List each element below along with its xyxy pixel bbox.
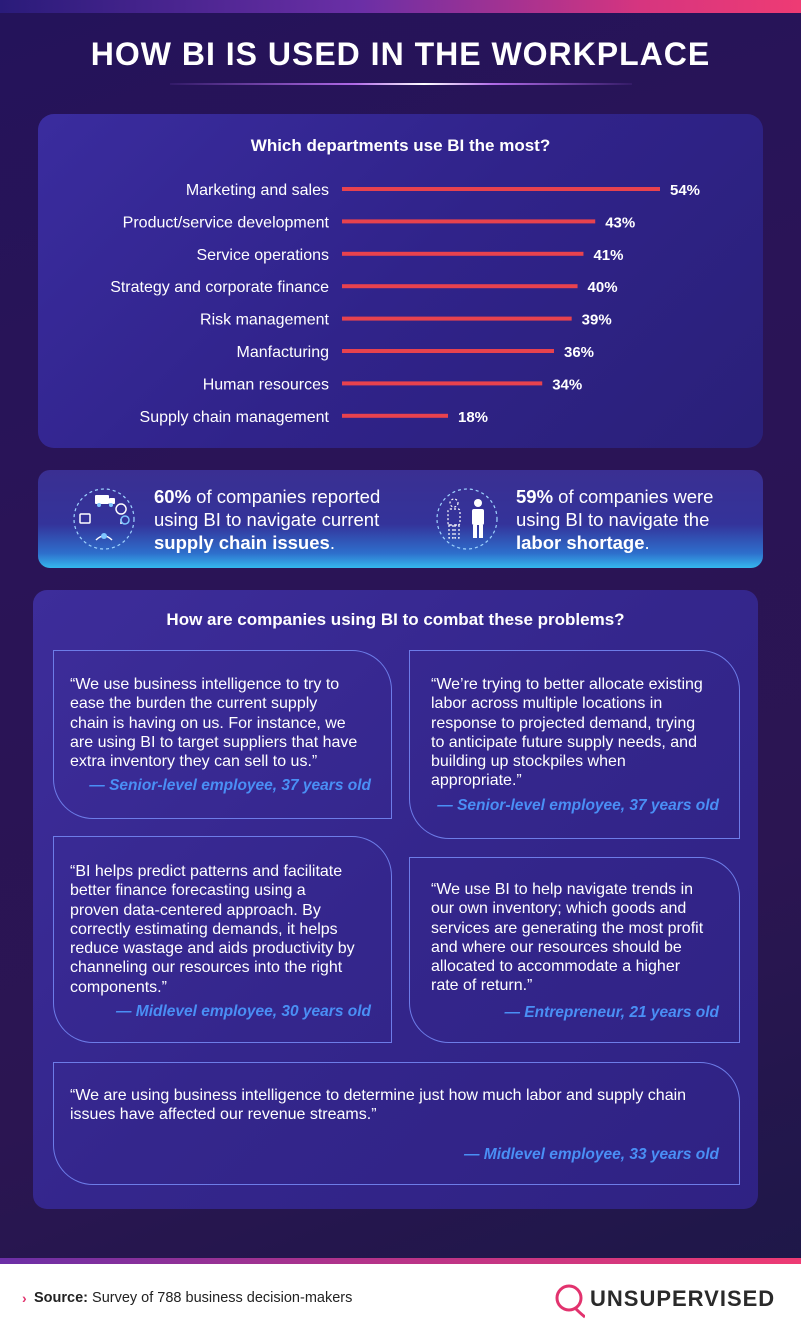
- category-label: Supply chain management: [140, 409, 330, 426]
- category-label: Human resources: [203, 376, 329, 393]
- chevron-right-icon: ›: [22, 1290, 27, 1306]
- bar: [342, 284, 578, 289]
- quote-text: “We’re trying to better allocate existin…: [431, 676, 703, 790]
- value-label: 41%: [593, 247, 623, 264]
- brand-logo-text: UNSUPERVISED: [590, 1286, 776, 1311]
- quote-card: “We’re trying to better allocate existin…: [409, 650, 740, 839]
- quote-card: “We use BI to help navigate trends in ou…: [409, 857, 740, 1043]
- value-label: 18%: [458, 409, 488, 426]
- bar: [342, 219, 596, 224]
- unsupervised-logo-icon: [555, 1284, 585, 1319]
- bar: [342, 413, 448, 418]
- value-label: 43%: [605, 214, 635, 231]
- quotes-card: How are companies using BI to combat the…: [33, 590, 758, 1209]
- bar: [342, 381, 543, 386]
- quote-attribution: — Entrepreneur, 21 years old: [504, 1004, 719, 1021]
- quote-attribution: — Senior-level employee, 37 years old: [437, 797, 719, 814]
- footer: › Source: Survey of 788 business decisio…: [0, 1264, 801, 1335]
- stat-supply-chain: 60% of companies reported using BI to na…: [154, 486, 381, 553]
- category-label: Service operations: [196, 247, 329, 264]
- value-label: 34%: [552, 376, 582, 393]
- quote-text: “BI helps predict patterns and facilitat…: [70, 863, 355, 996]
- labor-workers-icon: [436, 488, 498, 550]
- category-label: Manfacturing: [237, 344, 330, 361]
- chart-title: Which departments use BI the most?: [250, 136, 551, 155]
- category-label: Product/service development: [123, 214, 330, 231]
- title-underline: [170, 83, 632, 85]
- stat-labor-shortage: 59% of companies were using BI to naviga…: [516, 486, 714, 553]
- departments-bar-chart: Marketing and sales 54% Product/service de…: [110, 182, 700, 426]
- quote-text: “We are using business intelligence to d…: [70, 1087, 687, 1124]
- bar: [342, 316, 572, 321]
- quote-attribution: — Midlevel employee, 30 years old: [115, 1003, 371, 1020]
- quote-text: “We use BI to help navigate trends in ou…: [431, 881, 704, 995]
- category-label: Marketing and sales: [186, 182, 329, 199]
- value-label: 36%: [564, 344, 594, 361]
- page-title: HOW BI IS USED IN THE WORKPLACE: [90, 36, 711, 72]
- departments-chart-card: Which departments use BI the most? Marke…: [38, 114, 763, 448]
- category-label: Strategy and corporate finance: [110, 279, 329, 296]
- quote-card: “We use business intelligence to try to …: [53, 650, 392, 819]
- supply-chain-icon: [73, 488, 135, 550]
- top-gradient-strip: [0, 0, 801, 13]
- quote-attribution: — Senior-level employee, 37 years old: [89, 777, 371, 794]
- bar: [342, 251, 584, 256]
- quotes-title: How are companies using BI to combat the…: [166, 610, 625, 629]
- value-label: 39%: [582, 312, 612, 329]
- category-label: Risk management: [200, 312, 330, 329]
- quote-attribution: — Midlevel employee, 33 years old: [463, 1146, 719, 1163]
- quote-text: “We use business intelligence to try to …: [70, 676, 358, 771]
- quote-card: “BI helps predict patterns and facilitat…: [53, 836, 392, 1043]
- bottom-gradient-strip: [0, 1258, 801, 1264]
- value-label: 40%: [588, 279, 618, 296]
- quote-card: “We are using business intelligence to d…: [53, 1062, 740, 1185]
- stats-band: 60% of companies reported using BI to na…: [38, 470, 763, 568]
- bar: [342, 187, 660, 191]
- value-label: 54%: [670, 182, 700, 199]
- bar: [342, 349, 554, 353]
- source-note: Source: Survey of 788 business decision-…: [34, 1290, 353, 1306]
